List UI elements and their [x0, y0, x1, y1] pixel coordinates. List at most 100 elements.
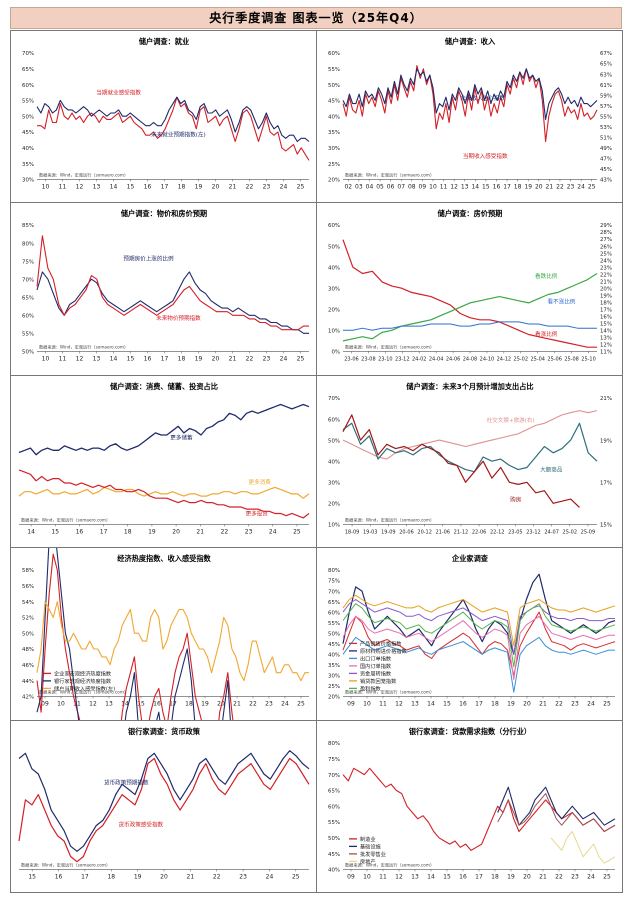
y-tick-label: 75% [22, 260, 34, 266]
x-tick-label: 20 [217, 701, 225, 708]
series-line [36, 601, 309, 682]
x-tick-label: 21 [539, 701, 547, 708]
legend-label: 基础设施 [360, 842, 381, 850]
x-tick-label: 10 [363, 873, 371, 880]
x-tick-label: 02 [344, 183, 352, 190]
y2-tick-label: 27% [600, 238, 612, 244]
x-tick-label: 24-07 [544, 529, 558, 535]
x-tick-label: 20 [160, 873, 168, 880]
x-tick-label: 13 [93, 183, 101, 190]
series-line [36, 235, 309, 331]
y2-tick-label: 67% [600, 51, 612, 57]
source-note: 数据来源：Wind，宏观远行（somaero.com） [21, 516, 110, 523]
y2-tick-label: 19% [600, 438, 612, 444]
x-tick-label: 18 [178, 183, 186, 190]
x-tick-label: 18 [107, 873, 115, 880]
x-tick-label: 17 [81, 873, 89, 880]
x-tick-label: 18 [178, 356, 186, 363]
x-tick-label: 25 [292, 873, 300, 880]
x-tick-label: 04 [366, 183, 374, 190]
y-tick-label: 10% [328, 522, 340, 528]
y-tick-label: 40% [328, 459, 340, 465]
series-label: 看涨比例 [535, 331, 558, 339]
legend-label: 批发零售业 [360, 849, 386, 857]
x-tick-label: 23-12 [395, 357, 409, 363]
y-tick-label: 60% [22, 314, 34, 320]
x-tick-label: 22 [555, 873, 563, 880]
series-line [18, 469, 310, 519]
y2-tick-label: 17% [600, 308, 612, 314]
chart-panel: 经济热度指数、收入感受指数 42% 44% 46% 48% 50% 52% 54% 56% 58%… [10, 547, 317, 721]
chart-svg: 储户调查：消费、储蓄、投资占比 14 15 16 17 18 19 20 21 22 23 24 25 更… [18, 382, 310, 535]
y2-tick-label: 43% [600, 178, 612, 184]
series-label: 看跌比例 [535, 272, 558, 280]
series-label: 社交文娱+旅游(右) [487, 416, 535, 424]
y-tick-label: 25% [328, 162, 340, 168]
y-tick-label: 54% [22, 600, 34, 606]
chart-svg: 储户调查：未来3个月预计增加支出占比 10% 20% 30% 40% 50% 60% 70% 1… [328, 382, 612, 535]
y-tick-label: 50% [328, 83, 340, 89]
legend-label: 资金周转指数 [360, 670, 392, 678]
page-title: 央行季度调查 图表一览（25年Q4） [10, 7, 622, 29]
x-tick-label: 19 [134, 873, 142, 880]
y-tick-label: 30% [328, 287, 340, 293]
y-tick-label: 42% [22, 695, 34, 701]
y-tick-label: 50% [22, 114, 34, 120]
x-tick-label: 16 [76, 528, 84, 535]
x-tick-label: 24 [269, 528, 277, 535]
x-tick-label: 23 [265, 701, 273, 708]
y2-tick-label: 19% [600, 294, 612, 300]
chart-title: 储户调查：未来3个月预计增加支出占比 [405, 382, 533, 391]
series-line [342, 422, 598, 473]
y-tick-label: 30% [328, 674, 340, 680]
source-note: 数据来源：Wind，宏观远行（somaero.com） [345, 689, 434, 696]
series-line [37, 96, 310, 161]
x-tick-label: 23-10 [378, 357, 392, 363]
x-tick-label: 17 [503, 183, 511, 190]
x-tick-label: 05 [376, 183, 384, 190]
chart-panel: 储户调查：消费、储蓄、投资占比 14 15 16 17 18 19 20 21 22 23 24 25 更… [10, 374, 317, 549]
x-tick-label: 11 [440, 183, 448, 190]
source-note: 数据来源：Wind，宏观远行（somaero.com） [39, 689, 128, 696]
x-tick-label: 25 [293, 528, 301, 535]
x-tick-label: 12 [76, 183, 84, 190]
x-tick-label: 14 [471, 183, 479, 190]
y-tick-label: 30% [328, 146, 340, 152]
chart-panel: 储户调查：物价和房价预期 50% 55% 60% 65% 70% 75% 80% 85% 10 11… [10, 202, 317, 376]
x-tick-label: 23-12 [526, 529, 540, 535]
y-tick-label: 55% [22, 332, 34, 338]
chart-panel: 银行家调查：贷款需求指数（分行业） 40% 45% 50% 55% 60% 65% 70% 75… [316, 719, 623, 893]
y-tick-label: 45% [328, 642, 340, 648]
x-tick-label: 22 [249, 701, 257, 708]
chart-panel: 储户调查：未来3个月预计增加支出占比 10% 20% 30% 40% 50% 60% 70% 1… [316, 374, 623, 549]
x-tick-label: 17 [169, 701, 177, 708]
chart-panel: 银行家调查：货币政策 15 16 17 18 19 20 21 22 23 24 25 货币政策预期指数… [10, 719, 317, 893]
chart-grid: 储户调查：就业 30% 35% 40% 45% 50% 55% 60% 65% 70% 10 11 12… [10, 30, 623, 893]
chart-svg: 企业家调查 20% 25% 30% 35% 40% 45% 50% 55% 60% 65% 70% 75… [328, 554, 616, 708]
series-line [342, 594, 616, 647]
y2-tick-label: 18% [600, 301, 612, 307]
y-tick-label: 45% [328, 851, 340, 857]
x-tick-label: 19-03 [363, 529, 377, 535]
chart-svg: 银行家调查：贷款需求指数（分行业） 40% 45% 50% 55% 60% 65% 70% 75… [328, 727, 616, 880]
y2-tick-label: 28% [600, 231, 612, 237]
x-tick-label: 16 [144, 356, 152, 363]
y-tick-label: 80% [328, 568, 340, 574]
y-tick-label: 50% [328, 632, 340, 638]
x-tick-label: 16 [459, 701, 467, 708]
y-tick-label: 40% [328, 867, 340, 873]
x-tick-label: 20 [212, 356, 220, 363]
x-tick-label: 19-09 [381, 529, 395, 535]
y2-tick-label: 23% [600, 266, 612, 272]
series-line [342, 615, 615, 681]
y2-tick-label: 57% [600, 104, 612, 110]
x-tick-label: 24-06 [446, 357, 460, 363]
series-line [497, 786, 616, 826]
legend-label: 盈利指数 [360, 685, 382, 693]
y2-tick-label: 53% [600, 125, 612, 131]
x-tick-label: 18 [124, 528, 132, 535]
y-tick-label: 80% [328, 741, 340, 747]
x-tick-label: 25-02 [514, 357, 528, 363]
legend-label: 制造业 [360, 834, 376, 842]
